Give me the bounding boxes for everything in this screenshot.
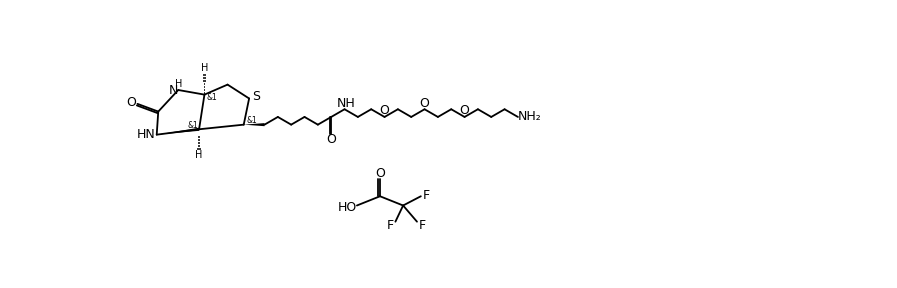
Text: O: O	[327, 133, 336, 146]
Text: O: O	[459, 104, 469, 117]
Text: &1: &1	[187, 121, 198, 130]
Text: O: O	[375, 167, 385, 180]
Text: O: O	[126, 96, 136, 109]
Text: H: H	[201, 63, 208, 73]
Text: HO: HO	[337, 200, 356, 213]
Text: &1: &1	[207, 93, 218, 102]
Text: O: O	[379, 104, 389, 117]
Polygon shape	[244, 123, 265, 126]
Text: S: S	[252, 90, 260, 103]
Text: N: N	[169, 84, 179, 96]
Text: NH₂: NH₂	[518, 110, 542, 123]
Polygon shape	[157, 128, 199, 135]
Text: NH: NH	[336, 97, 355, 110]
Text: H: H	[196, 150, 203, 160]
Text: O: O	[420, 96, 430, 110]
Text: F: F	[387, 219, 394, 232]
Text: F: F	[422, 189, 430, 202]
Text: &1: &1	[246, 116, 257, 125]
Text: F: F	[419, 219, 426, 232]
Text: H: H	[175, 79, 182, 89]
Text: HN: HN	[136, 128, 155, 141]
